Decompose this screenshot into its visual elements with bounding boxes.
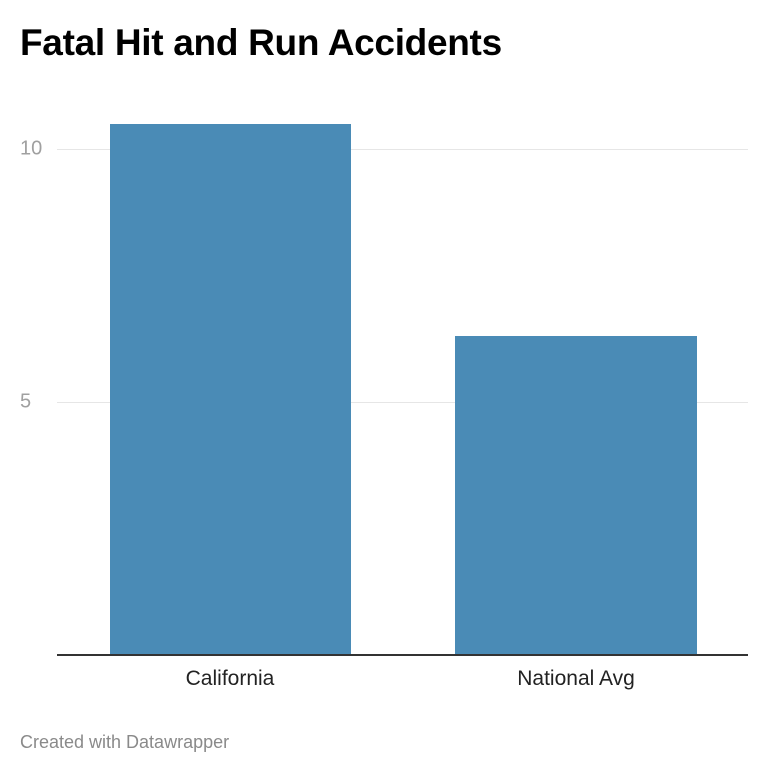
x-axis-baseline: [57, 654, 748, 656]
x-label-national-avg: National Avg: [517, 667, 635, 690]
chart-title: Fatal Hit and Run Accidents: [20, 22, 502, 63]
bar-national-avg: [455, 336, 697, 655]
bar-california: [110, 123, 351, 655]
y-tick-label: 10: [20, 137, 43, 160]
gridline-10: [57, 149, 748, 150]
credit-text: Created with Datawrapper: [20, 732, 230, 752]
x-label-california: California: [185, 667, 275, 690]
gridline-5: [57, 402, 748, 403]
y-tick-label: 5: [20, 390, 32, 413]
